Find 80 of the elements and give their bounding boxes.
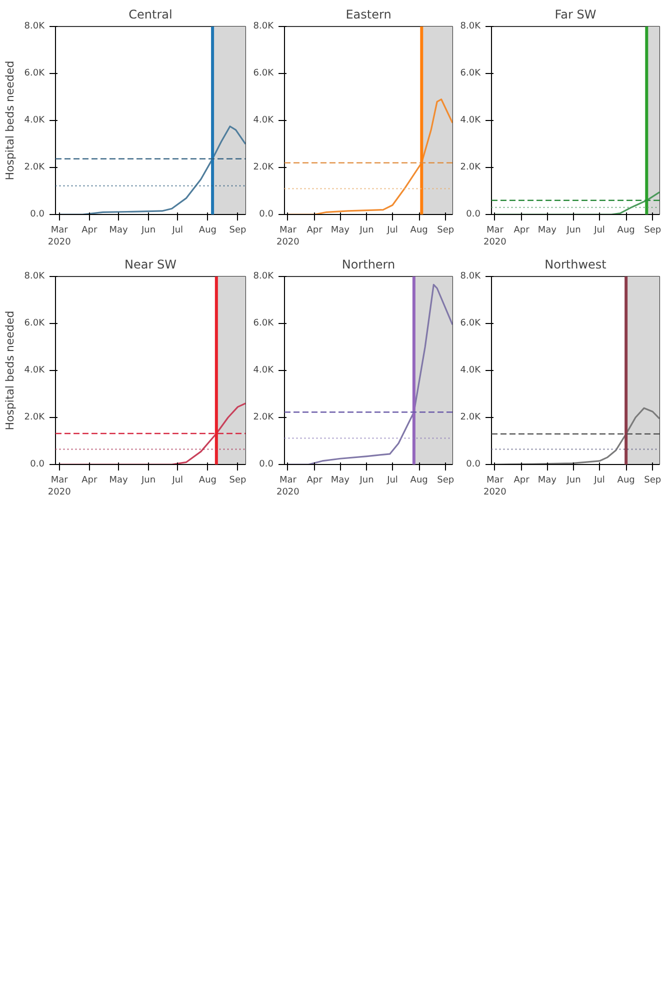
y-tick-label: 0.0 bbox=[30, 460, 45, 470]
y-tick-label: 8.0K bbox=[253, 22, 275, 32]
y-tick-label: 6.0K bbox=[24, 318, 46, 328]
x-tick-label: Jun bbox=[358, 226, 374, 236]
x-tick-label: Apr bbox=[82, 226, 98, 236]
x-tick-label: Sep bbox=[437, 226, 454, 236]
chart-title: Northern bbox=[342, 258, 396, 272]
y-tick-label: 0.0 bbox=[466, 460, 481, 470]
x-tick-label: May bbox=[330, 476, 350, 486]
y-tick-label: 4.0K bbox=[24, 116, 46, 126]
y-tick-label: 8.0K bbox=[460, 272, 482, 282]
x-tick-label: Jun bbox=[140, 476, 156, 486]
y-tick-label: 4.0K bbox=[460, 366, 482, 376]
x-tick-label: Aug bbox=[617, 476, 635, 486]
x-tick-label: Apr bbox=[306, 476, 323, 486]
x-tick-label: May bbox=[330, 226, 350, 236]
y-tick-label: 4.0K bbox=[460, 116, 482, 126]
y-tick-label: 6.0K bbox=[460, 318, 482, 328]
x-tick-label: Sep bbox=[229, 476, 247, 486]
x-tick-label: May bbox=[538, 476, 558, 486]
chart-title: Far SW bbox=[554, 8, 596, 22]
y-tick-label: 6.0K bbox=[24, 68, 46, 78]
x-tick-label: Apr bbox=[514, 476, 530, 486]
y-tick-label: 2.0K bbox=[460, 412, 482, 422]
y-tick-label: 2.0K bbox=[253, 412, 275, 422]
chart-title: Near SW bbox=[124, 258, 177, 272]
y-tick-label: 6.0K bbox=[460, 68, 482, 78]
chart-title: Northwest bbox=[544, 258, 607, 272]
x-tick-label: Jun bbox=[566, 476, 581, 486]
x-tick-label: Aug bbox=[198, 226, 216, 236]
y-tick-label: 2.0K bbox=[253, 162, 275, 172]
x-tick-label: Jul bbox=[593, 226, 605, 236]
x-tick-label: Jun bbox=[140, 226, 156, 236]
y-tick-label: 8.0K bbox=[460, 22, 482, 32]
x-tick-label: Sep bbox=[644, 226, 662, 236]
x-tick-label: May bbox=[109, 476, 128, 486]
y-tick-label: 2.0K bbox=[24, 412, 46, 422]
y-tick-label: 6.0K bbox=[253, 68, 275, 78]
y-axis-title: Hospital beds needed bbox=[3, 310, 16, 430]
y-tick-label: 2.0K bbox=[24, 162, 46, 172]
y-tick-label: 0.0 bbox=[30, 210, 45, 220]
chart-title: Eastern bbox=[346, 8, 392, 22]
x-tick-label: Jun bbox=[566, 226, 581, 236]
y-tick-label: 4.0K bbox=[24, 366, 46, 376]
y-tick-label: 8.0K bbox=[253, 272, 275, 282]
y-axis-title: Hospital beds needed bbox=[3, 60, 16, 180]
x-tick-label: Mar 2020 bbox=[48, 476, 72, 498]
x-tick-label: Sep bbox=[644, 476, 662, 486]
y-tick-label: 8.0K bbox=[24, 22, 46, 32]
x-tick-label: Jul bbox=[171, 476, 184, 486]
chart-title: Central bbox=[128, 8, 172, 22]
y-tick-label: 4.0K bbox=[253, 366, 275, 376]
y-tick-label: 8.0K bbox=[24, 272, 46, 282]
x-tick-label: Jul bbox=[386, 226, 398, 236]
y-tick-label: 0.0 bbox=[466, 210, 481, 220]
x-tick-label: Aug bbox=[410, 226, 428, 236]
x-tick-label: Apr bbox=[82, 476, 98, 486]
x-tick-label: May bbox=[538, 226, 558, 236]
x-tick-label: Apr bbox=[306, 226, 323, 236]
x-tick-label: Apr bbox=[514, 226, 530, 236]
x-tick-label: Jun bbox=[358, 476, 374, 486]
x-tick-label: Sep bbox=[437, 476, 454, 486]
x-tick-label: Sep bbox=[229, 226, 247, 236]
x-tick-label: Mar 2020 bbox=[48, 226, 72, 248]
x-tick-label: May bbox=[109, 226, 128, 236]
x-tick-label: Aug bbox=[198, 476, 216, 486]
x-tick-label: Jul bbox=[593, 476, 605, 486]
y-tick-label: 4.0K bbox=[253, 116, 275, 126]
x-tick-label: Mar 2020 bbox=[276, 226, 300, 248]
y-tick-label: 0.0 bbox=[259, 210, 274, 220]
x-tick-label: Mar 2020 bbox=[483, 476, 507, 498]
x-tick-label: Aug bbox=[617, 226, 635, 236]
x-tick-label: Mar 2020 bbox=[276, 476, 300, 498]
y-tick-label: 6.0K bbox=[253, 318, 275, 328]
x-tick-label: Aug bbox=[410, 476, 428, 486]
y-tick-label: 0.0 bbox=[259, 460, 274, 470]
y-tick-label: 2.0K bbox=[460, 162, 482, 172]
x-tick-label: Jul bbox=[386, 476, 398, 486]
x-tick-label: Mar 2020 bbox=[483, 226, 507, 248]
x-tick-label: Jul bbox=[171, 226, 184, 236]
